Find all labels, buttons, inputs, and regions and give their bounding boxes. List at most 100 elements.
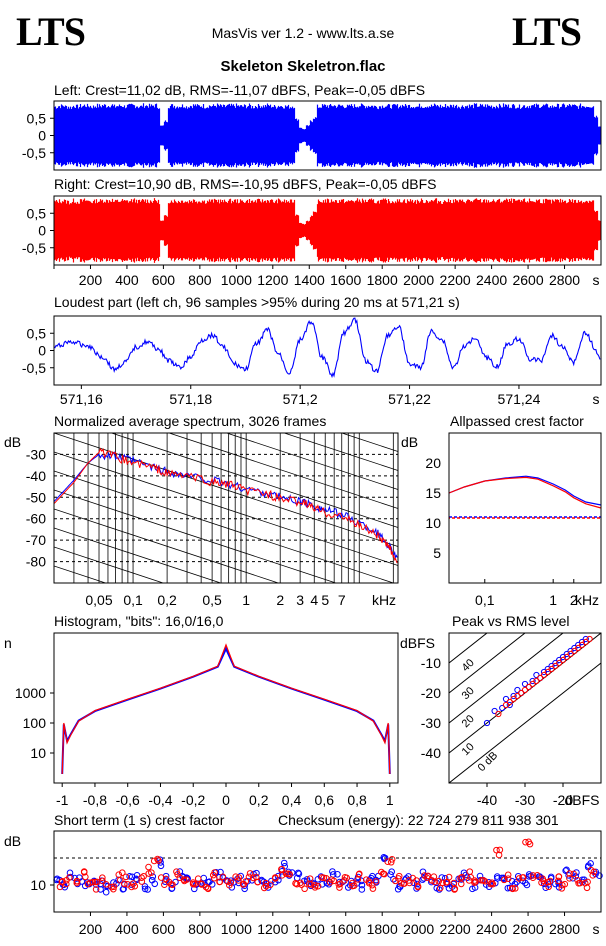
pvr-point-left: [575, 641, 582, 649]
shortterm-point: [128, 883, 135, 891]
shortterm-point: [227, 879, 235, 886]
shortterm-point: [110, 883, 118, 890]
shortterm-point: [534, 872, 541, 879]
shortterm-point: [168, 885, 176, 892]
histogram-xtick-label: 1: [386, 792, 394, 808]
shortterm-point: [314, 882, 322, 890]
pvr-xtick-label: -30: [515, 792, 535, 808]
shortterm-point: [561, 880, 569, 888]
shortterm-point: [249, 874, 257, 882]
spectrum-frame: [53, 432, 399, 584]
spectrum-ytick-label: -30: [26, 446, 46, 462]
allpass-frame: [448, 432, 602, 584]
spectrum-slope-line: [54, 470, 395, 583]
right-xtick-label: 2400: [476, 272, 507, 288]
shortterm-point: [102, 880, 110, 888]
shortterm-point: [336, 884, 343, 891]
pvr-diagonal-label: 0 dB: [476, 750, 500, 774]
shortterm-point: [254, 878, 262, 886]
spectrum-slope-line: [54, 489, 338, 583]
shortterm-point: [235, 877, 242, 884]
pvr-frame: [448, 632, 602, 784]
shortterm-point: [511, 885, 519, 892]
pvr-point-left: [567, 647, 574, 655]
pvr-point-left: [510, 692, 517, 700]
shortterm-point: [194, 875, 202, 882]
spectrum-slope-line: [54, 546, 165, 583]
histogram-series-left: [61, 646, 391, 775]
pvr-point-right: [525, 683, 532, 691]
spectrum-slope-line: [54, 623, 398, 737]
pvr-point-right: [495, 710, 502, 718]
loudest-ytick-label: -0,5: [22, 360, 46, 376]
pvr-point-left: [499, 704, 506, 712]
pvr-point-right: [582, 638, 589, 646]
right-xtick-label: 1600: [330, 272, 361, 288]
loudest-frame: [53, 315, 602, 386]
spectrum-xtick-label: 0,05: [85, 592, 112, 608]
shortterm-xtick-label: 1600: [330, 921, 361, 937]
pvr-point-right: [559, 656, 567, 664]
shortterm-point: [523, 881, 531, 889]
right-xtick-label: 1800: [367, 272, 398, 288]
pvr-point-left: [582, 635, 589, 643]
shortterm-point: [379, 870, 387, 877]
pvr-plot: [449, 633, 601, 783]
shortterm-point: [529, 872, 537, 879]
spectrum-ytick-label: -50: [26, 489, 46, 505]
spectrum-slope-line: [340, 433, 398, 452]
allpass-series-left: [448, 475, 602, 506]
shortterm-point: [525, 871, 533, 878]
histogram-ytick-label: 10: [30, 745, 46, 761]
shortterm-frame: [53, 830, 602, 913]
shortterm-point: [542, 884, 550, 892]
shortterm-point: [99, 874, 106, 882]
shortterm-point: [401, 876, 409, 884]
histogram-ylabel: n: [4, 635, 12, 651]
pvr-point-left: [571, 644, 578, 652]
shortterm-point: [547, 873, 555, 881]
shortterm-point: [278, 865, 285, 873]
shortterm-point: [457, 880, 465, 888]
right-xaxis-unit: s: [593, 272, 600, 288]
pvr-diagonal-label: 40: [460, 657, 477, 674]
shortterm-point: [481, 877, 489, 885]
pvr-point-right: [533, 677, 540, 685]
shortterm-point: [174, 871, 181, 878]
shortterm-point: [118, 869, 126, 876]
shortterm-point: [438, 874, 446, 881]
shortterm-point: [150, 857, 158, 865]
shortterm-point: [99, 877, 106, 885]
shortterm-point: [262, 882, 270, 890]
shortterm-point: [320, 874, 328, 882]
shortterm-title: Short term (1 s) crest factor: [54, 812, 225, 828]
pvr-diagonal-label: 10: [460, 741, 477, 758]
shortterm-point: [414, 883, 422, 891]
loudest-xtick-label: 571,24: [498, 391, 541, 407]
pvr-ylabel: dBFS: [400, 635, 435, 651]
pvr-point-left: [506, 701, 513, 709]
allpass-xaxis-unit: kHz: [575, 592, 599, 608]
shortterm-point: [122, 873, 130, 881]
shortterm-point: [508, 885, 516, 892]
shortterm-point: [74, 880, 81, 888]
shortterm-point: [328, 876, 335, 884]
pvr-point-left: [578, 638, 586, 646]
loudest-xtick-label: 571,18: [169, 391, 212, 407]
shortterm-point: [176, 874, 184, 882]
shortterm-point: [90, 877, 98, 885]
left-ytick-label: 0: [38, 128, 46, 144]
shortterm-point: [306, 875, 314, 882]
shortterm-point: [92, 886, 100, 893]
allpass-ylabel: dB: [401, 434, 418, 450]
shortterm-point: [271, 874, 279, 881]
histogram-xtick-label: -0,8: [83, 792, 107, 808]
loudest-ytick-label: 0: [38, 343, 46, 359]
pvr-point-right: [502, 701, 510, 709]
shortterm-xtick-label: 2400: [476, 921, 507, 937]
shortterm-ytick-label: 10: [30, 877, 46, 893]
pvr-xaxis-unit: dBFS: [564, 792, 599, 808]
spectrum-slope-line: [110, 433, 398, 528]
spectrum-xtick-label: 2: [276, 592, 284, 608]
shortterm-point: [398, 879, 405, 887]
